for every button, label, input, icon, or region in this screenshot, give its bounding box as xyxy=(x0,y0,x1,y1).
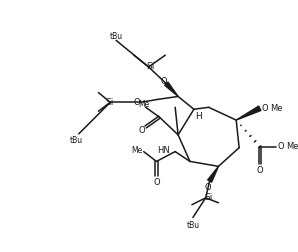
Text: O: O xyxy=(261,103,268,112)
Text: tBu: tBu xyxy=(110,32,123,41)
Text: O: O xyxy=(134,98,140,106)
Text: Me: Me xyxy=(138,100,149,108)
Polygon shape xyxy=(236,107,261,121)
Text: O: O xyxy=(257,165,263,174)
Text: Si: Si xyxy=(204,193,213,202)
Text: HN: HN xyxy=(158,146,170,154)
Text: O: O xyxy=(153,177,160,186)
Text: Si: Si xyxy=(146,62,155,71)
Text: Me: Me xyxy=(131,146,142,154)
Text: O: O xyxy=(204,182,211,191)
Text: tBu: tBu xyxy=(186,220,199,229)
Text: Me: Me xyxy=(270,103,283,112)
Polygon shape xyxy=(165,83,178,97)
Polygon shape xyxy=(208,167,218,182)
Text: O: O xyxy=(160,77,167,86)
Text: tBu: tBu xyxy=(70,136,83,145)
Text: O: O xyxy=(277,142,284,151)
Text: Me: Me xyxy=(286,142,298,151)
Text: H: H xyxy=(195,111,202,120)
Text: Si: Si xyxy=(105,98,114,106)
Text: O: O xyxy=(138,126,145,135)
